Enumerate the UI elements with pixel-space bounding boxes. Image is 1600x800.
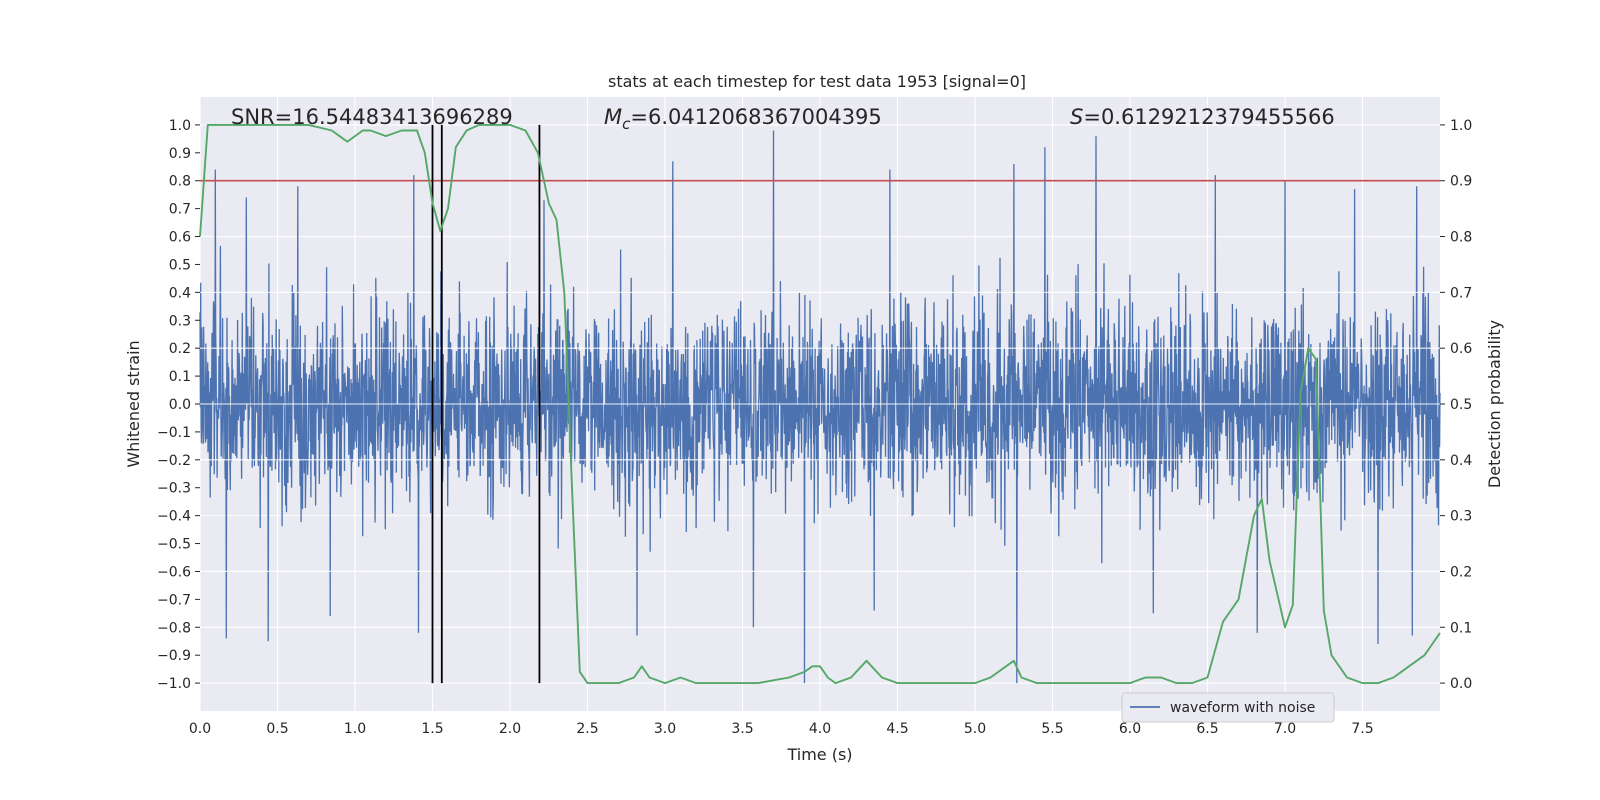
legend: waveform with noise [1121,692,1335,723]
y-tick-label: −0.9 [157,648,191,664]
x-tick-labels: 0.0 0.5 1.0 1.5 2.0 2.5 3.0 3.5 4.0 4.5 5.0 5.5 6.0 6… [189,721,1374,737]
y2-tick-label: 0.4 [1450,453,1472,469]
waveform-line [199,130,1441,684]
y2-tick-label: 1.0 [1450,118,1472,134]
s-value: =0.6129212379455566 [1083,105,1334,129]
chirp-mass-subscript: c [622,115,631,133]
y-tick-label: 0.4 [169,285,191,301]
x-tick-label: 0.5 [266,721,288,737]
x-tick-label: 0.0 [189,721,211,737]
x-tick-label: 2.0 [499,721,521,737]
y-tick-label: 0.8 [169,174,191,190]
waveform-series [199,130,1441,684]
y-tick-label: −0.7 [157,592,191,608]
y-tick-label: −0.6 [157,564,191,580]
y-tick-label: −0.1 [157,425,191,441]
x-tick-label: 5.0 [964,721,986,737]
y2-tick-label: 0.0 [1450,676,1472,692]
y-tick-label: 0.1 [169,369,191,385]
y2-tick-label: 0.5 [1450,397,1472,413]
y2-tick-label: 0.3 [1450,509,1472,525]
y-tick-label: −0.5 [157,537,191,553]
y-axis-label: Whitened strain [124,340,143,467]
y-tick-label: −0.8 [157,620,191,636]
probability-series [199,123,1441,685]
x-tick-label: 7.5 [1351,721,1373,737]
y2-tick-label: 0.9 [1450,174,1472,190]
y2-tick-label: 0.6 [1450,341,1472,357]
chart-title: stats at each timestep for test data 195… [608,72,1026,91]
y-tick-label: 0.0 [169,397,191,413]
s-symbol: S [1070,105,1083,129]
detection-probability-line [199,123,1441,685]
y2-tick-label: 0.8 [1450,230,1472,246]
y-tick-label: 0.7 [169,202,191,218]
y-tick-label: −0.3 [157,481,191,497]
s-annotation: S=0.6129212379455566 [1070,105,1335,129]
chirp-mass-value: =6.0412068367004395 [630,105,881,129]
snr-annotation: SNR=16.54483413696289 [231,105,513,129]
x-tick-label: 1.5 [421,721,443,737]
x-tick-label: 5.5 [1041,721,1063,737]
x-axis-label: Time (s) [786,745,852,764]
legend-entry-waveform: waveform with noise [1170,700,1315,716]
x-tick-label: 1.0 [344,721,366,737]
y2-tick-label: 0.7 [1450,285,1472,301]
y-tick-label: −1.0 [157,676,191,692]
y-tick-label: −0.2 [157,453,191,469]
overlay-lines [200,124,1440,684]
y-tick-label: 1.0 [169,118,191,134]
y-tick-labels: 1.0 0.9 0.8 0.7 0.6 0.5 0.4 0.3 0.2 0.1 0.0 −0.1 −0.… [157,118,200,692]
y2-axis-label: Detection probability [1485,320,1504,488]
x-tick-label: 3.5 [731,721,753,737]
x-tick-label: 6.0 [1119,721,1141,737]
x-tick-label: 2.5 [576,721,598,737]
y-tick-label: 0.3 [169,313,191,329]
y-tick-label: 0.6 [169,230,191,246]
x-tick-label: 4.5 [886,721,908,737]
y2-tick-label: 0.2 [1450,564,1472,580]
chirp-mass-annotation: Mc=6.0412068367004395 [604,105,882,133]
y-tick-label: 0.5 [169,257,191,273]
y-tick-label: 0.9 [169,146,191,162]
y-tick-label: 0.2 [169,341,191,357]
x-tick-label: 6.5 [1196,721,1218,737]
x-tick-label: 3.0 [654,721,676,737]
y2-tick-label: 0.1 [1450,620,1472,636]
y-tick-label: −0.4 [157,509,191,525]
y2-tick-labels: 1.0 0.9 0.8 0.7 0.6 0.5 0.4 0.3 0.2 0.1 0.0 [1440,118,1472,692]
legend-box [1121,692,1335,723]
x-tick-label: 7.0 [1274,721,1296,737]
x-tick-label: 4.0 [809,721,831,737]
chirp-mass-symbol: M [604,105,622,129]
